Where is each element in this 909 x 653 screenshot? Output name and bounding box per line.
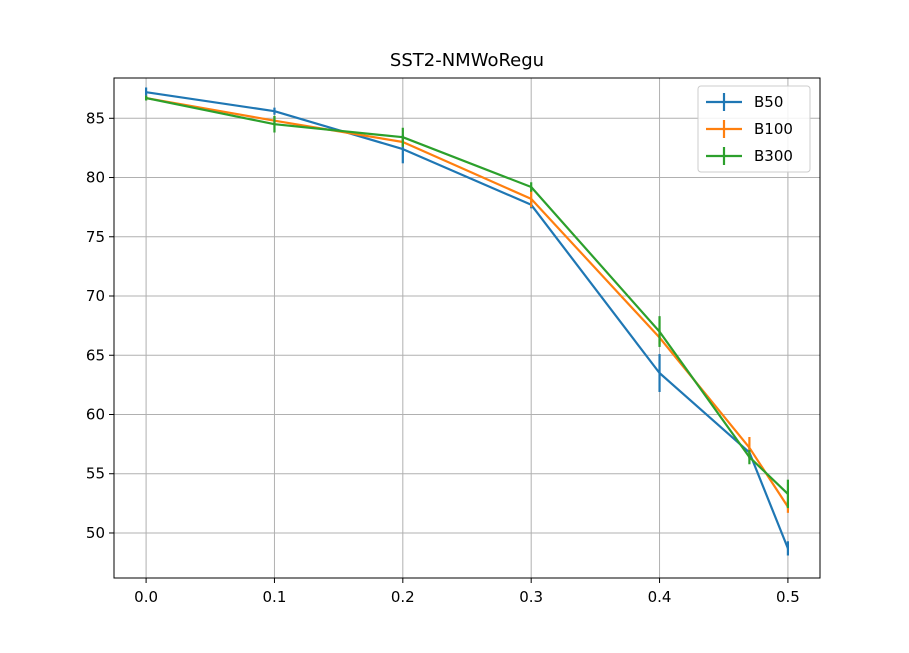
series-layer <box>144 87 790 556</box>
legend-entry: B100 <box>706 120 793 138</box>
y-tick-label: 80 <box>86 169 105 187</box>
x-tick-label: 0.2 <box>391 588 415 606</box>
legend-entry: B300 <box>706 147 793 165</box>
series-b300 <box>144 95 790 509</box>
y-tick-label: 75 <box>86 228 105 246</box>
legend: B50 B100 B300 <box>697 85 811 173</box>
legend-label: B300 <box>754 147 793 165</box>
x-tick-label: 0.3 <box>519 588 543 606</box>
plot-frame <box>113 77 821 579</box>
y-tick-label: 65 <box>86 346 105 364</box>
y-tick-label: 60 <box>86 405 105 423</box>
y-tick-label: 70 <box>86 287 105 305</box>
y-tick-label: 50 <box>86 524 105 542</box>
legend-label: B100 <box>754 120 793 138</box>
x-tick-label: 0.1 <box>263 588 287 606</box>
legend-label: B50 <box>754 93 783 111</box>
legend-box <box>697 85 811 173</box>
x-tick-label: 0.0 <box>134 588 158 606</box>
axis-ticks: 0.0 0.1 0.2 0.3 0.4 0.5 50 55 60 65 70 75 80 85 <box>86 109 800 606</box>
x-tick-label: 0.5 <box>776 588 800 606</box>
legend-entry: B50 <box>706 93 783 111</box>
chart-title: SST2-NMWoRegu <box>390 50 544 71</box>
x-tick-label: 0.4 <box>648 588 672 606</box>
y-tick-label: 55 <box>86 465 105 483</box>
y-tick-label: 85 <box>86 109 105 127</box>
